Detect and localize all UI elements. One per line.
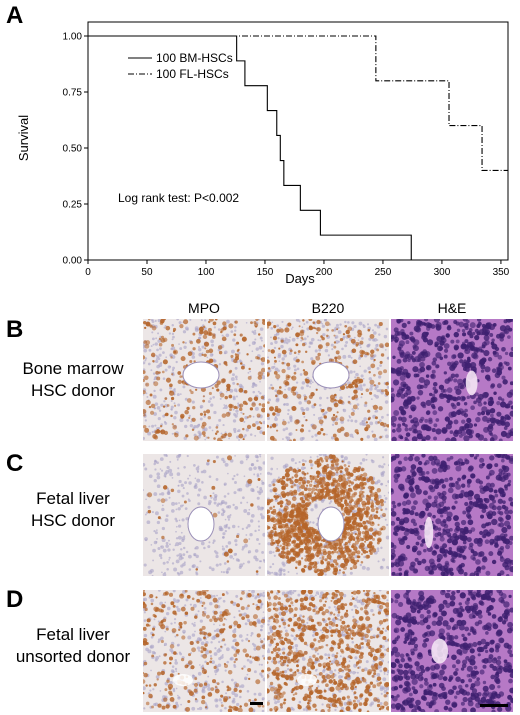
x-tick-label: 250 <box>375 267 392 278</box>
micrograph-b220-row2 <box>267 454 389 576</box>
chart-legend: 100 BM-HSCs 100 FL-HSCs <box>128 51 233 81</box>
panel-label-d: D <box>6 586 24 613</box>
y-tick-label: 0.50 <box>63 144 83 155</box>
column-header-mpo: MPO <box>188 300 220 316</box>
row-label-line1: Fetal liver <box>36 489 110 508</box>
log-rank-annotation: Log rank test: P<0.002 <box>118 191 239 205</box>
row-label-line2: HSC donor <box>30 511 116 530</box>
chart-series <box>88 35 508 260</box>
x-tick-label: 100 <box>198 267 215 278</box>
x-axis-label: Days <box>285 271 315 286</box>
micrograph-he-row2 <box>391 454 513 576</box>
scale-bar <box>250 702 263 705</box>
y-tick-label: 0.75 <box>63 88 83 99</box>
micrograph-he-row3 <box>391 590 513 712</box>
panel-label-c: C <box>6 450 24 477</box>
x-tick-label: 0 <box>85 267 91 278</box>
legend-entry: 100 FL-HSCs <box>156 67 229 81</box>
y-tick-label: 0.25 <box>63 200 83 211</box>
x-tick-label: 200 <box>316 267 333 278</box>
plot-area-border <box>87 21 509 261</box>
row-label-line2: unsorted donor <box>15 647 131 666</box>
column-header-he: H&E <box>437 300 467 316</box>
panel-label-b: B <box>6 316 24 343</box>
legend-entry: 100 BM-HSCs <box>156 51 233 65</box>
y-tick-label: 0.00 <box>63 256 83 267</box>
scale-bar <box>480 704 508 707</box>
series-line-100-bm-hscs <box>88 35 412 260</box>
column-header-b220: B220 <box>311 300 345 316</box>
x-tick-label: 350 <box>493 267 510 278</box>
row-label-line1: Bone marrow <box>22 359 124 378</box>
row-label-fetal-liver-hsc: Fetal liver HSC donor <box>8 488 138 532</box>
y-axis-label: Survival <box>16 115 31 161</box>
x-tick-label: 50 <box>141 267 153 278</box>
row-label-fetal-liver-unsorted: Fetal liver unsorted donor <box>8 624 138 668</box>
chart-frame <box>87 21 509 261</box>
survival-chart: 0 50 100 150 200 250 300 350 0.00 0.25 0.50 0.75 1.0… <box>16 21 510 286</box>
y-tick-label: 1.00 <box>63 32 83 43</box>
row-label-line2: HSC donor <box>30 381 116 400</box>
micrograph-b220-row3 <box>267 590 389 712</box>
micrograph-he-row1 <box>391 319 513 441</box>
row-label-bone-marrow: Bone marrow HSC donor <box>8 358 138 402</box>
row-label-line1: Fetal liver <box>36 625 110 644</box>
x-tick-label: 300 <box>434 267 451 278</box>
x-tick-label: 150 <box>257 267 274 278</box>
panel-label-a: A <box>6 2 24 29</box>
micrograph-mpo-row2 <box>143 454 265 576</box>
micrograph-mpo-row1 <box>143 319 265 441</box>
series-line-100-fl-hscs <box>88 35 508 171</box>
chart-ticks: 0 50 100 150 200 250 300 350 0.00 0.25 0.50 0.75 1.0… <box>63 32 510 279</box>
micrograph-b220-row1 <box>267 319 389 441</box>
micrograph-mpo-row3 <box>143 590 265 712</box>
